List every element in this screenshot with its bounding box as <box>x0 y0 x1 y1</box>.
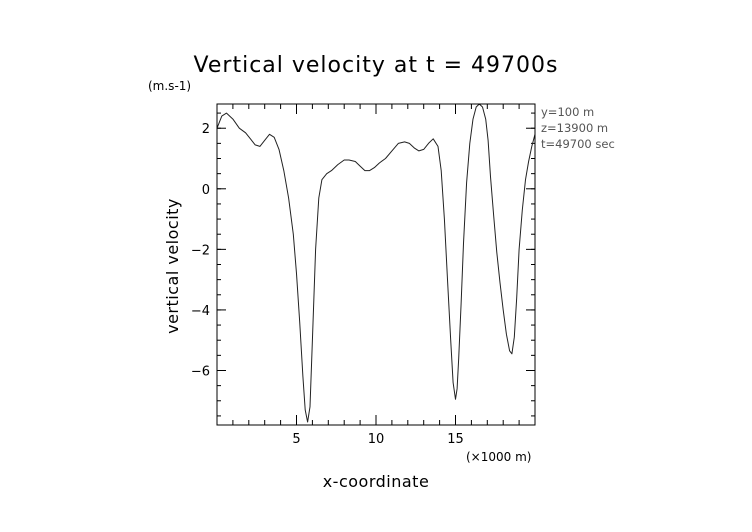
x-tick-label: 10 <box>368 432 385 447</box>
chart-title: Vertical velocity at t = 49700s <box>194 53 559 78</box>
info-line-z: z=13900 m <box>541 121 608 135</box>
info-line-y: y=100 m <box>541 105 594 119</box>
series-line-1 <box>216 103 536 423</box>
x-unit-label: (×1000 m) <box>466 450 531 464</box>
y-unit-label: (m.s-1) <box>148 79 191 93</box>
y-tick-label: −4 <box>191 304 210 319</box>
info-line-t: t=49700 sec <box>541 137 615 151</box>
series-layer <box>216 103 536 423</box>
x-axis-label: x-coordinate <box>323 472 430 491</box>
y-tick-label: −2 <box>191 243 210 258</box>
axis-ticks <box>217 104 535 425</box>
x-tick-label: 5 <box>292 432 300 447</box>
x-tick-label: 15 <box>447 432 464 447</box>
y-tick-label: 2 <box>202 122 210 137</box>
y-axis-label: vertical velocity <box>163 198 182 334</box>
y-tick-label: −6 <box>191 364 210 379</box>
plot-frame <box>216 103 536 426</box>
y-tick-label: 0 <box>202 183 210 198</box>
